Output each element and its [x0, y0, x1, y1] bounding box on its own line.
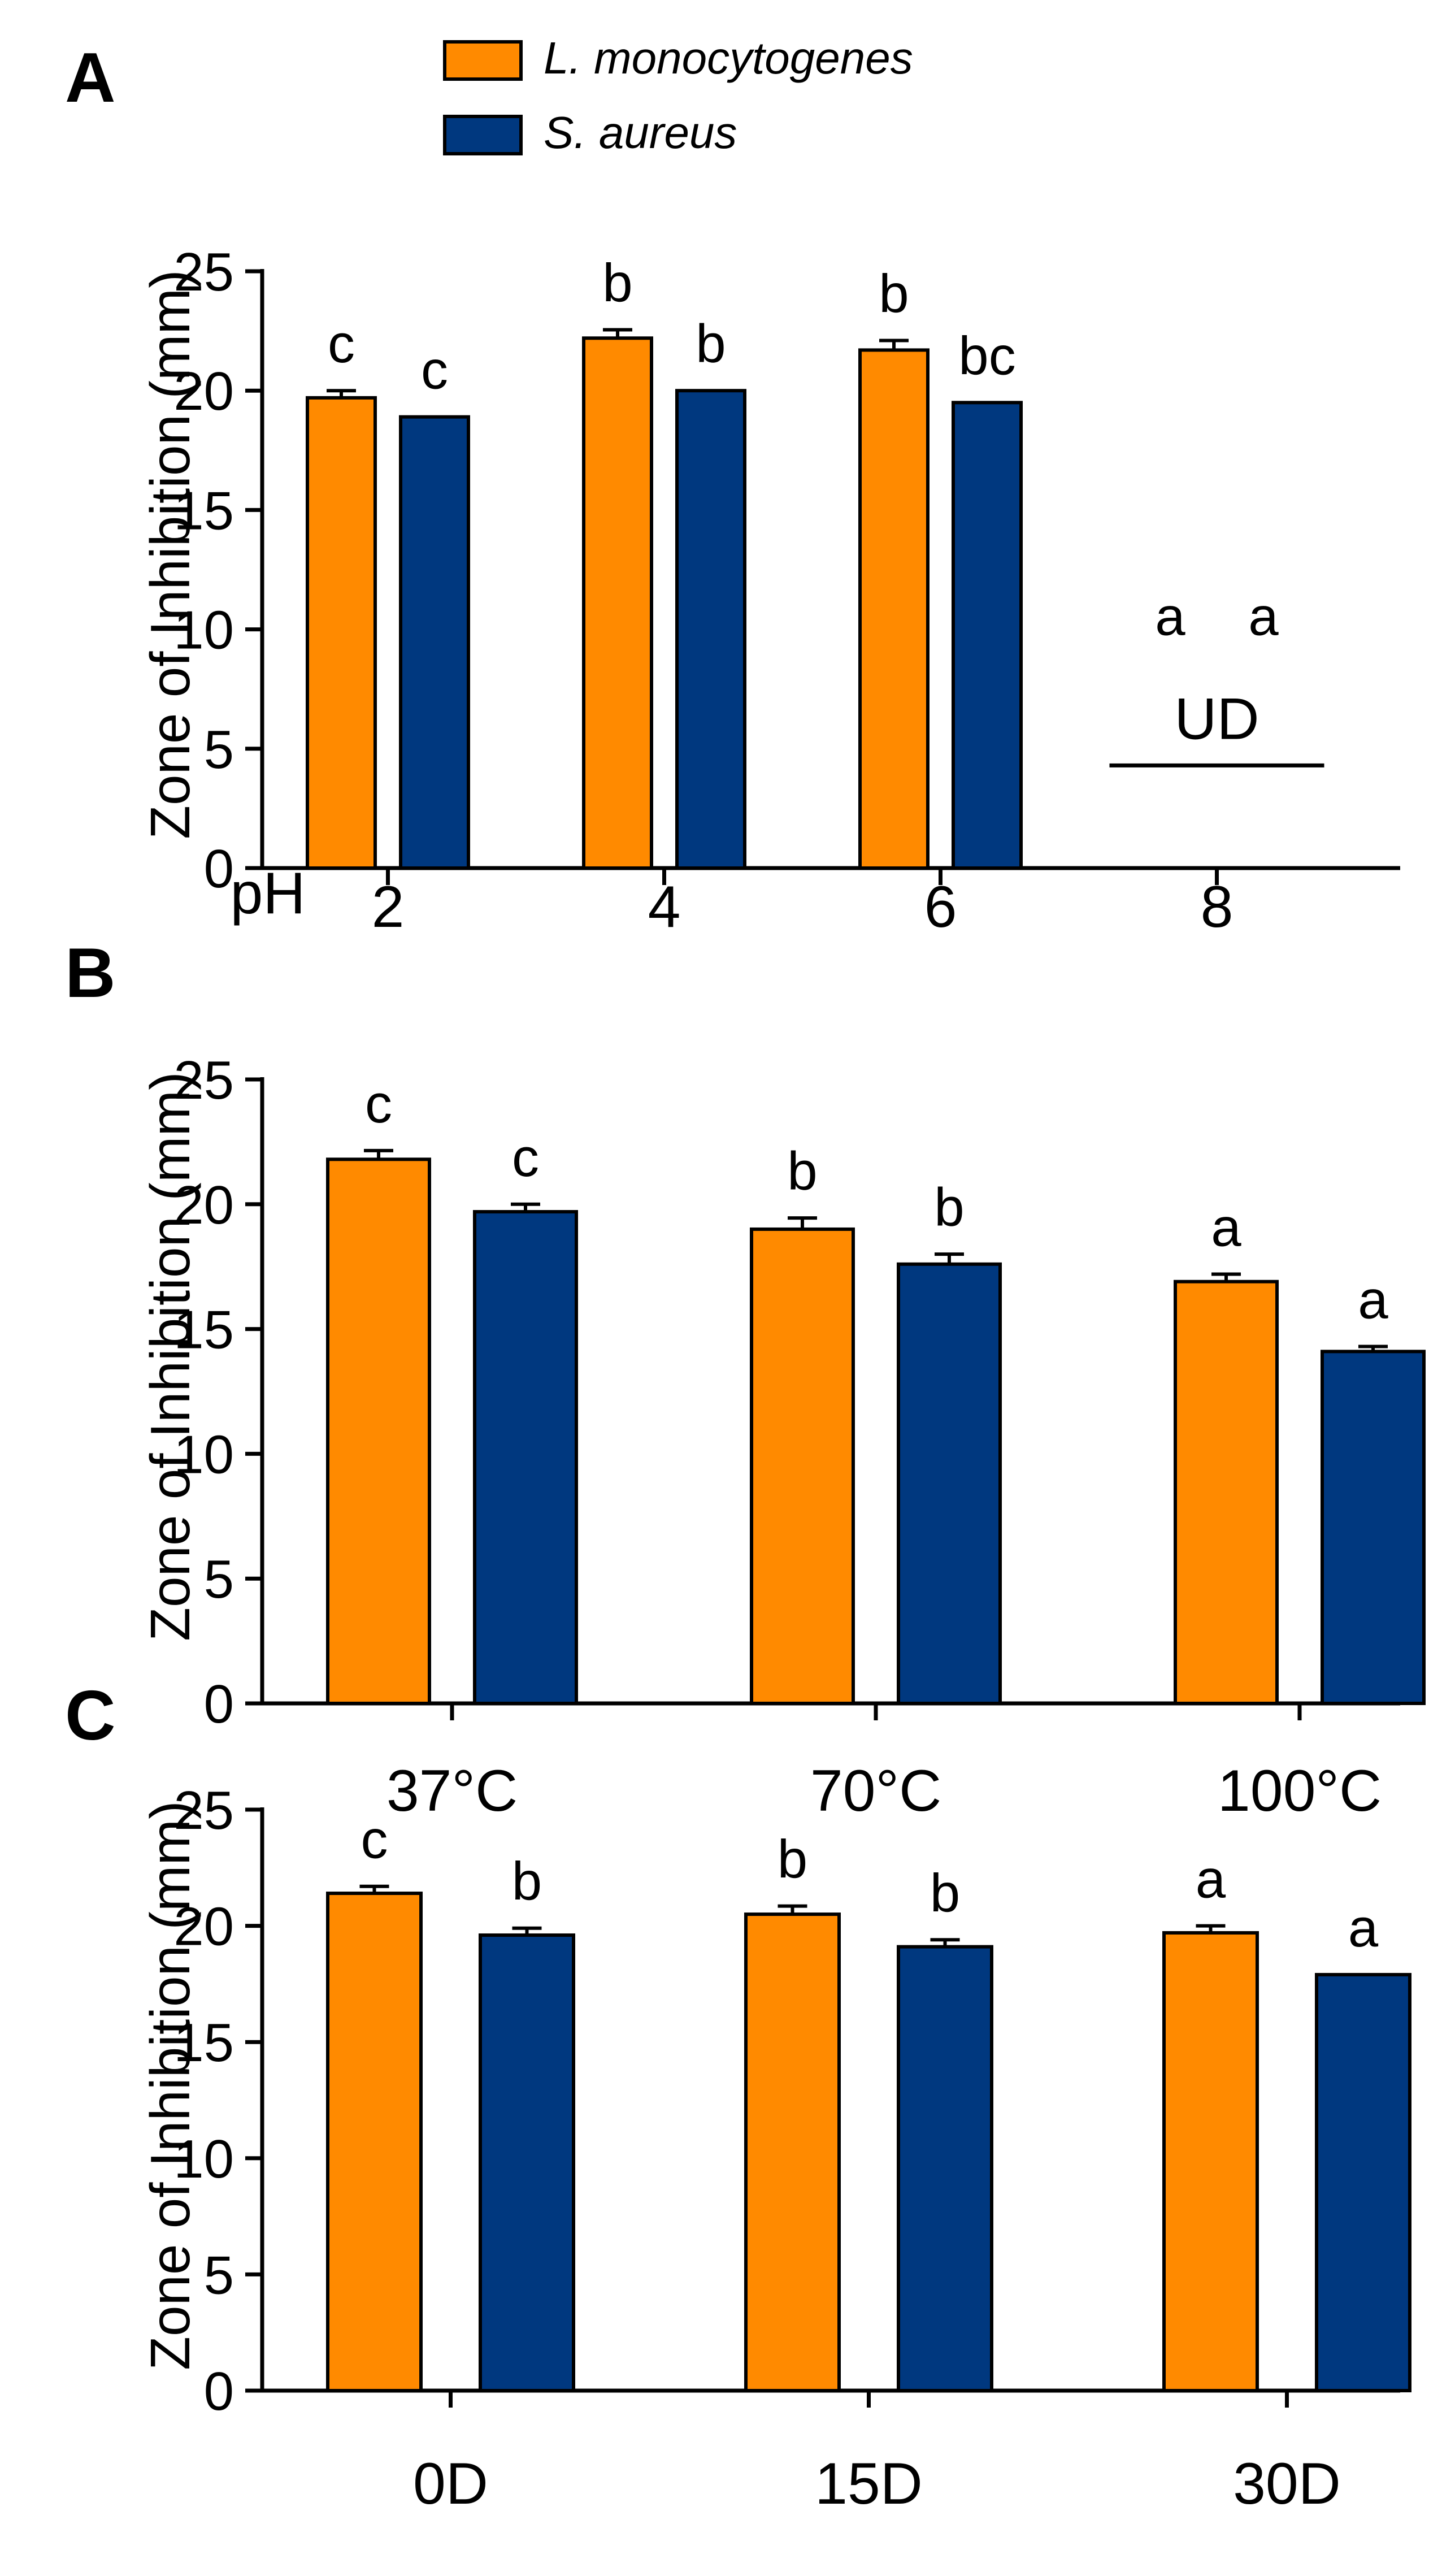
significance-letter-c-1-0: b	[778, 1829, 807, 1890]
significance-letter-b-0-1: c	[512, 1127, 539, 1188]
panel-a: A Zone of Inhibition (mm) pH 0 5 10 15 20 25 2…	[65, 39, 1400, 940]
bar-b-2-0	[1174, 1280, 1279, 1706]
y-tick-label-c-0: 0	[204, 2361, 234, 2422]
bar-c-1-0	[744, 1913, 841, 2393]
bar-a-1-0	[582, 336, 653, 870]
bar-b-1-1	[897, 1262, 1002, 1705]
x-tick-label-a-3: 8	[1201, 874, 1233, 940]
panel-c: C Zone of Inhibition (mm) 0 5 10 15 20 25 0D c b…	[65, 1677, 1411, 2517]
significance-letter-a-3-1: a	[1248, 587, 1279, 647]
x-tick-label-c-2: 30D	[1233, 2451, 1341, 2517]
significance-letter-c-2-1: a	[1348, 1898, 1379, 1958]
bar-c-0-1	[479, 1933, 575, 2393]
y-axis-title-b: Zone of Inhibition (mm)	[139, 1072, 201, 1641]
significance-letter-b-2-1: a	[1358, 1270, 1388, 1330]
y-tick-label-c-15: 15	[173, 2013, 234, 2073]
y-tick-label-c-25: 25	[173, 1780, 234, 1841]
bar-a-1-1	[675, 389, 746, 870]
x-axis-title-a: pH	[231, 861, 306, 926]
legend: L. monocytogenes S. aureus	[443, 33, 913, 158]
y-tick-label-b-10: 10	[173, 1424, 234, 1485]
y-tick-label-a-25: 25	[173, 242, 234, 302]
y-tick-label-a-20: 20	[173, 361, 234, 422]
x-tick-label-c-1: 15D	[815, 2451, 923, 2517]
x-tick-label-b-2: 100°C	[1218, 1758, 1382, 1824]
y-tick-label-c-10: 10	[173, 2129, 234, 2189]
x-tick-label-b-0: 37°C	[386, 1758, 518, 1824]
y-axis-title-c: Zone of Inhibition (mm)	[139, 1801, 201, 2370]
significance-letter-b-1-0: b	[787, 1141, 817, 1202]
bar-c-1-1	[897, 1945, 993, 2392]
y-tick-label-b-0: 0	[204, 1674, 234, 1734]
panel-letter-b: B	[65, 934, 116, 1012]
x-tick-label-a-1: 4	[648, 874, 681, 940]
x-tick-label-c-0: 0D	[413, 2451, 488, 2517]
x-tick-label-a-2: 6	[924, 874, 957, 940]
significance-letter-c-0-1: b	[512, 1851, 542, 1912]
significance-letter-a-3-0: a	[1155, 587, 1185, 647]
significance-letter-c-2-0: a	[1196, 1849, 1226, 1910]
significance-letter-a-1-0: b	[602, 253, 632, 313]
bar-b-0-0	[326, 1157, 431, 1705]
annotation-label-a: UD	[1174, 687, 1259, 752]
significance-letter-a-2-0: b	[879, 263, 909, 324]
y-tick-label-b-5: 5	[204, 1549, 234, 1610]
y-tick-label-a-5: 5	[204, 719, 234, 780]
plot-c: 0 5 10 15 20 25 0D c b 15D b b 30D a a	[173, 1780, 1411, 2517]
significance-letter-a-0-1: c	[421, 340, 448, 401]
legend-label-l-monocytogenes: L. monocytogenes	[544, 33, 913, 83]
bar-c-2-0	[1162, 1931, 1259, 2393]
legend-swatch-l-monocytogenes	[443, 40, 523, 81]
significance-letter-a-2-1: bc	[958, 326, 1015, 386]
y-tick-label-c-20: 20	[173, 1897, 234, 1957]
y-tick-label-b-15: 15	[173, 1300, 234, 1360]
significance-letter-a-0-0: c	[328, 314, 355, 374]
y-tick-label-a-0: 0	[204, 839, 234, 899]
legend-label-s-aureus: S. aureus	[544, 107, 737, 158]
y-axis-title-a: Zone of Inhibition (mm)	[139, 270, 201, 839]
panel-letter-c: C	[65, 1677, 116, 1755]
y-tick-label-a-15: 15	[173, 480, 234, 541]
panel-b: B Zone of Inhibition (mm) 0 5 10 15 20 25 37°C…	[65, 934, 1426, 1824]
significance-letter-b-0-0: c	[365, 1074, 392, 1134]
x-tick-label-b-1: 70°C	[810, 1758, 941, 1824]
significance-letter-c-0-0: c	[361, 1810, 388, 1870]
y-tick-label-c-5: 5	[204, 2245, 234, 2305]
bar-b-0-1	[473, 1210, 578, 1706]
y-tick-label-a-10: 10	[173, 600, 234, 661]
bar-c-0-0	[326, 1892, 423, 2392]
significance-letter-b-2-0: a	[1211, 1197, 1241, 1257]
bar-b-1-0	[750, 1227, 855, 1705]
plot-b: 0 5 10 15 20 25 37°C c c 70°C b b 100°C a a	[173, 1050, 1426, 1824]
significance-letter-c-1-1: b	[930, 1863, 960, 1923]
bar-a-0-0	[306, 396, 377, 870]
legend-swatch-s-aureus	[443, 115, 523, 155]
bar-a-2-0	[858, 348, 930, 870]
bar-b-2-1	[1321, 1350, 1426, 1705]
y-tick-label-b-20: 20	[173, 1175, 234, 1235]
panel-letter-a: A	[65, 39, 116, 117]
significance-letter-b-1-1: b	[934, 1177, 964, 1238]
x-tick-label-a-0: 2	[372, 874, 405, 940]
bar-c-2-1	[1315, 1972, 1411, 2392]
significance-letter-a-1-1: b	[696, 314, 726, 374]
bar-a-0-1	[399, 415, 470, 870]
y-tick-label-b-25: 25	[173, 1050, 234, 1111]
bar-a-2-1	[952, 401, 1023, 870]
